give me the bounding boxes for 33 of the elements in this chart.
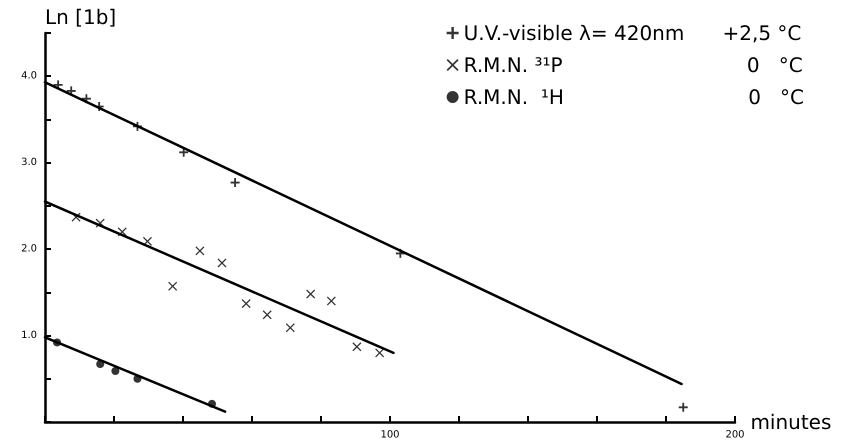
y-tick-label: 1.0 [21,330,37,342]
point [132,122,142,131]
point [195,246,204,256]
point [133,374,142,383]
y-tick-label: 4.0 [21,70,37,82]
legend-label: R.M.N. ³¹P 0 °C [464,53,803,77]
point [82,94,91,104]
point [96,218,105,228]
point [111,367,120,375]
legend-label: R.M.N. ¹H 0 °C [464,85,804,109]
legend-label: U.V.-visible λ= 420nm +2,5 °C [464,21,802,45]
point [262,310,272,320]
point [96,360,104,368]
y-tick-label: 2.0 [21,244,37,255]
point [352,342,362,352]
y-axis-title: Ln [1b] [45,5,116,29]
x-axis-title: minutes [750,410,832,434]
point [53,338,62,346]
point [242,299,251,308]
x-tick-label: 100 [380,430,400,440]
point [396,248,405,258]
point [168,282,178,291]
point [54,80,63,90]
point [72,212,81,222]
point [306,290,316,299]
point [94,102,104,111]
point [375,348,384,358]
x-tick-label: 200 [725,430,745,440]
point [142,236,152,246]
point [326,296,336,306]
point [230,178,240,188]
y-tick-label: 3.0 [21,157,37,168]
point [208,400,216,408]
